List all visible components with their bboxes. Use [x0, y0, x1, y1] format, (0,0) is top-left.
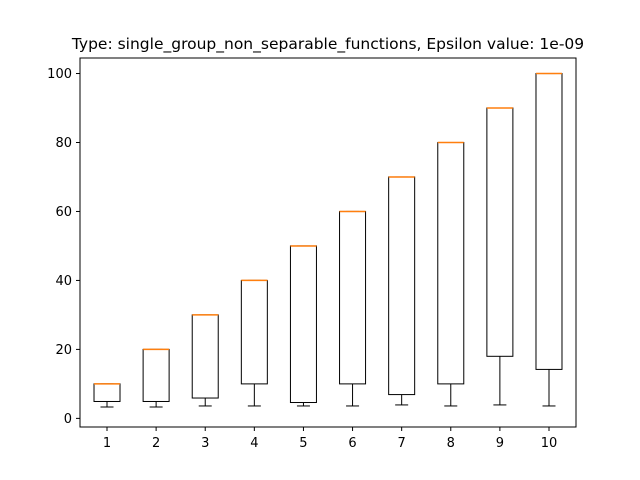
box-3: [191, 314, 219, 407]
plot-frame: [79, 57, 577, 428]
x-tick-label: 3: [201, 436, 209, 451]
x-tick-label: 2: [152, 436, 160, 451]
chart-title: Type: single_group_non_separable_functio…: [71, 35, 584, 54]
y-tick-label: 80: [55, 136, 72, 151]
y-tick-label: 20: [55, 343, 72, 358]
y-tick-label: 100: [47, 67, 72, 82]
box-6: [339, 210, 367, 407]
x-tick-label: 7: [398, 436, 406, 451]
box-9: [486, 107, 514, 406]
x-tick-label: 5: [299, 436, 307, 451]
box-5: [289, 245, 317, 407]
y-tick-label: 0: [64, 412, 72, 427]
box-7: [388, 176, 416, 406]
x-tick-label: 4: [250, 436, 258, 451]
x-tick-label: 1: [103, 436, 111, 451]
x-tick-label: 6: [348, 436, 356, 451]
x-tick-label: 8: [447, 436, 455, 451]
box-10: [535, 72, 563, 407]
box-2: [142, 348, 170, 408]
box-8: [437, 141, 465, 407]
x-tick-label: 10: [541, 436, 558, 451]
box-4: [240, 279, 268, 407]
y-tick-label: 40: [55, 274, 72, 289]
x-tick-label: 9: [496, 436, 504, 451]
chart-marks: [93, 72, 563, 408]
y-tick-label: 60: [55, 205, 72, 220]
box-1: [93, 383, 121, 408]
